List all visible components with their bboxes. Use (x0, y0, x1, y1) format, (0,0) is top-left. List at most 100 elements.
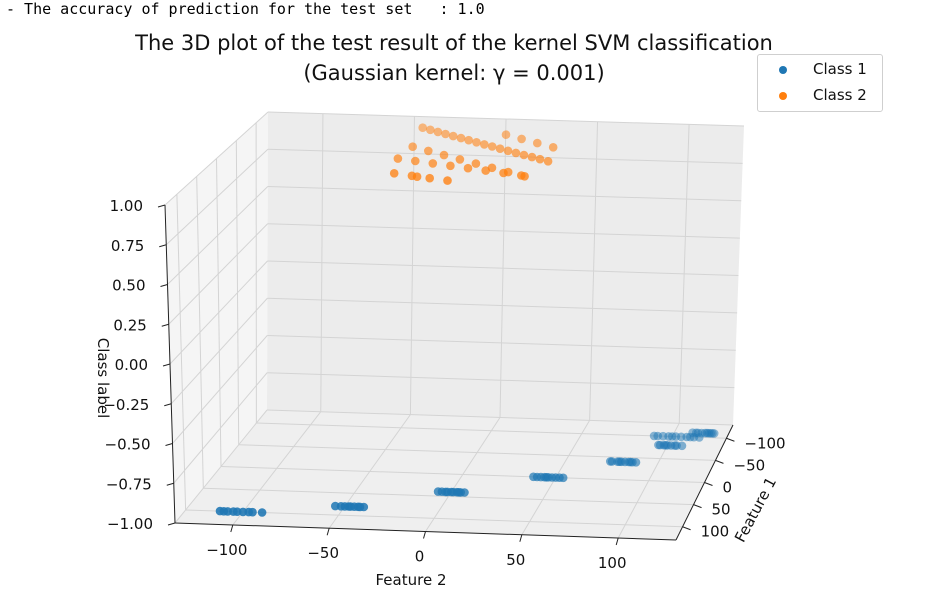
data-point-series-2 (411, 156, 420, 166)
x-tick-mark (682, 526, 691, 531)
data-point-series-1 (346, 502, 355, 511)
grid-line-z-back (267, 111, 745, 127)
data-point-series-2 (487, 142, 497, 151)
data-point-series-2 (517, 134, 526, 144)
data-point-series-1 (688, 428, 697, 438)
data-point-series-1 (704, 428, 714, 438)
grid-line-z-back (267, 260, 739, 276)
y-tick-mark (615, 537, 619, 546)
data-point-series-1 (700, 428, 710, 438)
z-tick-label: 0.00 (115, 356, 148, 374)
data-point-series-2 (455, 155, 465, 164)
z-tick-mark (160, 284, 168, 287)
data-point-series-1 (433, 487, 443, 496)
y-tick-label: 50 (506, 551, 525, 569)
chart-title: The 3D plot of the test result of the ke… (134, 31, 773, 55)
data-point-series-1 (606, 457, 615, 466)
grid-line-z-left (168, 223, 268, 325)
x-tick-mark (704, 482, 713, 486)
data-point-series-2 (511, 148, 521, 158)
data-point-series-1 (355, 502, 365, 512)
z-tick-label: −0.75 (106, 475, 152, 493)
data-point-series-1 (706, 429, 715, 438)
z-tick-label: −0.50 (105, 436, 151, 454)
data-point-series-1 (691, 428, 701, 438)
z-tick-mark (167, 522, 176, 526)
grid-line-x-floor (256, 422, 727, 439)
axes-grid (164, 111, 745, 539)
y-tick-mark (519, 534, 523, 542)
legend-label-class-2: Class 2 (813, 86, 867, 104)
grid-line-z-left (167, 186, 269, 285)
data-point-series-2 (472, 138, 481, 147)
data-point-series-1 (628, 457, 637, 467)
console-output-line: - The accuracy of prediction for the tes… (6, 0, 485, 18)
grid-line-z-left (174, 409, 268, 524)
data-point-series-2 (408, 142, 418, 151)
data-point-series-1 (709, 429, 719, 438)
data-point-series-1 (671, 432, 681, 441)
x-axis-label: Feature 1 (731, 474, 780, 545)
x-tick-label: 100 (701, 523, 730, 541)
data-point-series-2 (463, 163, 473, 173)
y-axis-label: Feature 2 (376, 571, 447, 589)
data-point-series-2 (443, 176, 452, 185)
z-tick-mark (159, 244, 167, 248)
data-point-series-1 (661, 441, 670, 450)
z-tick-mark (165, 443, 173, 446)
legend-item-class-2: Class 2 (758, 85, 878, 105)
grid-line-z-back (267, 223, 740, 239)
legend-marker-class-2 (779, 92, 787, 100)
data-point-series-2 (548, 143, 558, 152)
data-point-series-2 (471, 159, 481, 168)
legend-item-class-1: Class 1 (758, 59, 878, 79)
axes-panes (165, 112, 744, 540)
data-point-series-2 (418, 123, 428, 132)
data-point-series-1 (615, 457, 624, 467)
data-point-series-2 (533, 138, 542, 148)
data-point-series-2 (480, 140, 489, 149)
z-tick-label: −0.25 (103, 396, 149, 414)
data-point-series-2 (503, 146, 513, 156)
grid-line-x-floor (203, 487, 694, 506)
z-tick-label: 0.50 (112, 277, 145, 295)
data-point-series-2 (425, 173, 435, 183)
data-point-series-2 (519, 150, 529, 160)
data-points (215, 123, 719, 517)
chart-subtitle: (Gaussian kernel: γ = 0.001) (303, 61, 604, 85)
data-point-series-1 (702, 428, 712, 438)
data-point-series-1 (232, 507, 242, 516)
z-tick-label: 0.75 (111, 237, 144, 255)
legend-label-class-1: Class 1 (813, 60, 867, 78)
data-point-series-1 (664, 432, 673, 441)
y-tick-mark (423, 531, 426, 539)
x-tick-mark (715, 459, 724, 464)
y-tick-mark (230, 524, 234, 533)
grid-line-x-floor (185, 509, 683, 528)
data-point-series-2 (424, 146, 433, 156)
grid-line-z-back (267, 186, 742, 202)
grid-line-z-back (266, 409, 734, 426)
data-point-series-2 (428, 159, 438, 168)
tick-labels: −100 −50 0 50 100−100−50050100−1.00−0.75−0.5… (103, 197, 785, 572)
grid-line-z-left (164, 111, 269, 206)
y-tick-label: −100 (206, 541, 247, 559)
z-axis-label: Class label (94, 338, 112, 419)
data-point-series-1 (558, 473, 568, 483)
data-point-series-2 (441, 129, 450, 139)
data-point-series-1 (670, 441, 680, 450)
legend-marker-class-1 (779, 66, 787, 74)
data-point-series-1 (257, 508, 267, 517)
z-tick-mark (157, 204, 166, 208)
data-point-series-1 (697, 428, 706, 438)
data-point-series-2 (535, 154, 545, 164)
grid-line-z-left (169, 260, 268, 365)
grid-line-z-back (267, 297, 738, 314)
grid-line-z-left (172, 335, 268, 444)
grid-line-z-back (267, 148, 743, 164)
data-point-series-2 (527, 152, 537, 162)
x-tick-label: 0 (723, 479, 733, 497)
data-point-series-1 (219, 507, 229, 516)
data-point-series-2 (495, 144, 505, 153)
